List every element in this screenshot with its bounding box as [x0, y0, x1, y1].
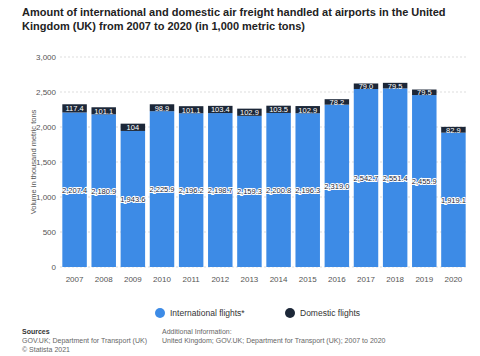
y-tick-label: 2,500: [36, 88, 57, 97]
footer-note: Additional Information:: [162, 328, 232, 335]
legend-marker: [285, 308, 295, 318]
bar-segment: [237, 116, 261, 267]
bar-segment: [150, 111, 174, 267]
x-tick-label: 2010: [153, 275, 171, 284]
legend-label: International flights*: [170, 308, 245, 318]
x-tick-label: 2018: [386, 275, 404, 284]
data-label: 101.1: [94, 107, 113, 116]
data-label: 2,551.4: [383, 174, 408, 183]
grid-line: [60, 57, 468, 58]
data-label: 78.2: [330, 98, 345, 107]
x-tick-label: 2014: [270, 275, 288, 284]
data-label: 101.1: [182, 106, 201, 115]
data-label: 103.5: [269, 105, 288, 114]
bar-segment: [121, 131, 145, 267]
data-label: 104: [127, 123, 140, 132]
x-tick-label: 2007: [66, 275, 84, 284]
y-tick-label: 2,000: [36, 123, 57, 132]
x-tick-label: 2016: [328, 275, 346, 284]
bar-segment: [383, 88, 407, 267]
legend-label: Domestic flights: [300, 308, 360, 318]
data-label: 2,542.7: [353, 174, 378, 183]
x-tick-label: 2013: [241, 275, 259, 284]
footer-note: United Kingdom; GOV.UK; Department for T…: [162, 337, 386, 345]
footer-note: Sources: [22, 328, 50, 335]
bar-segment: [62, 112, 86, 267]
data-label: 102.9: [298, 106, 317, 115]
data-label: 103.4: [211, 105, 230, 114]
x-tick-label: 2009: [124, 275, 142, 284]
data-label: 102.9: [240, 108, 259, 117]
data-label: 79.5: [417, 88, 432, 97]
bar-segment: [91, 114, 115, 267]
x-tick-label: 2015: [299, 275, 317, 284]
bar-segment: [325, 105, 349, 267]
bars: [62, 83, 465, 267]
data-label: 2,196.2: [179, 186, 204, 195]
bar-segment: [441, 133, 465, 267]
data-label: 2,200.8: [266, 186, 291, 195]
bar-segment: [295, 113, 319, 267]
data-labels: 2,207.4 117.4 2,180.9 101.1 1,943.6 104 2,225.…: [62, 82, 466, 205]
x-tick-label: 2020: [445, 275, 463, 284]
data-label: 98.9: [155, 104, 170, 113]
data-label: 2,225.9: [149, 185, 174, 194]
legend-marker: [155, 308, 165, 318]
x-tick-label: 2011: [183, 275, 201, 284]
y-tick-label: 0: [52, 263, 57, 272]
data-label: 1,943.6: [120, 195, 145, 204]
data-label: 2,319.0: [324, 182, 349, 191]
data-label: 2,180.9: [91, 187, 116, 196]
footer-note: GOV.UK; Department for Transport (UK): [22, 337, 147, 345]
footer-note: © Statista 2021: [22, 346, 70, 353]
x-tick-label: 2017: [357, 275, 375, 284]
data-label: 2,196.3: [295, 186, 320, 195]
y-tick-label: 1,500: [36, 158, 57, 167]
x-tick-label: 2008: [95, 275, 113, 284]
data-label: 79.5: [388, 82, 403, 91]
y-tick-label: 500: [43, 228, 57, 237]
data-label: 82.9: [446, 126, 461, 135]
bar-segment: [179, 113, 203, 267]
bar-segment: [354, 89, 378, 267]
bar-segment: [62, 104, 86, 112]
y-tick-label: 3,000: [36, 53, 57, 62]
y-tick-label: 1,000: [36, 193, 57, 202]
data-label: 2,455.9: [412, 177, 437, 186]
data-label: 1,919.1: [441, 196, 466, 205]
title: Amount of international and domestic air…: [22, 6, 446, 32]
bar-segment: [208, 113, 232, 267]
title-line: Amount of international and domestic air…: [22, 6, 446, 18]
data-label: 2,198.7: [208, 186, 233, 195]
y-axis-label: Volume in thousand metric tons: [29, 109, 38, 214]
chart: Amount of international and domestic air…: [0, 0, 480, 356]
data-label: 2,207.4: [62, 186, 87, 195]
x-tick-label: 2012: [211, 275, 229, 284]
data-label: 2,159.3: [237, 187, 262, 196]
title-line: Kingdom (UK) from 2007 to 2020 (in 1,000…: [22, 20, 305, 32]
data-label: 79.0: [359, 82, 374, 91]
bar-segment: [266, 113, 290, 267]
x-tick-label: 2019: [415, 275, 433, 284]
bar-segment: [412, 95, 436, 267]
data-label: 117.4: [65, 104, 83, 113]
